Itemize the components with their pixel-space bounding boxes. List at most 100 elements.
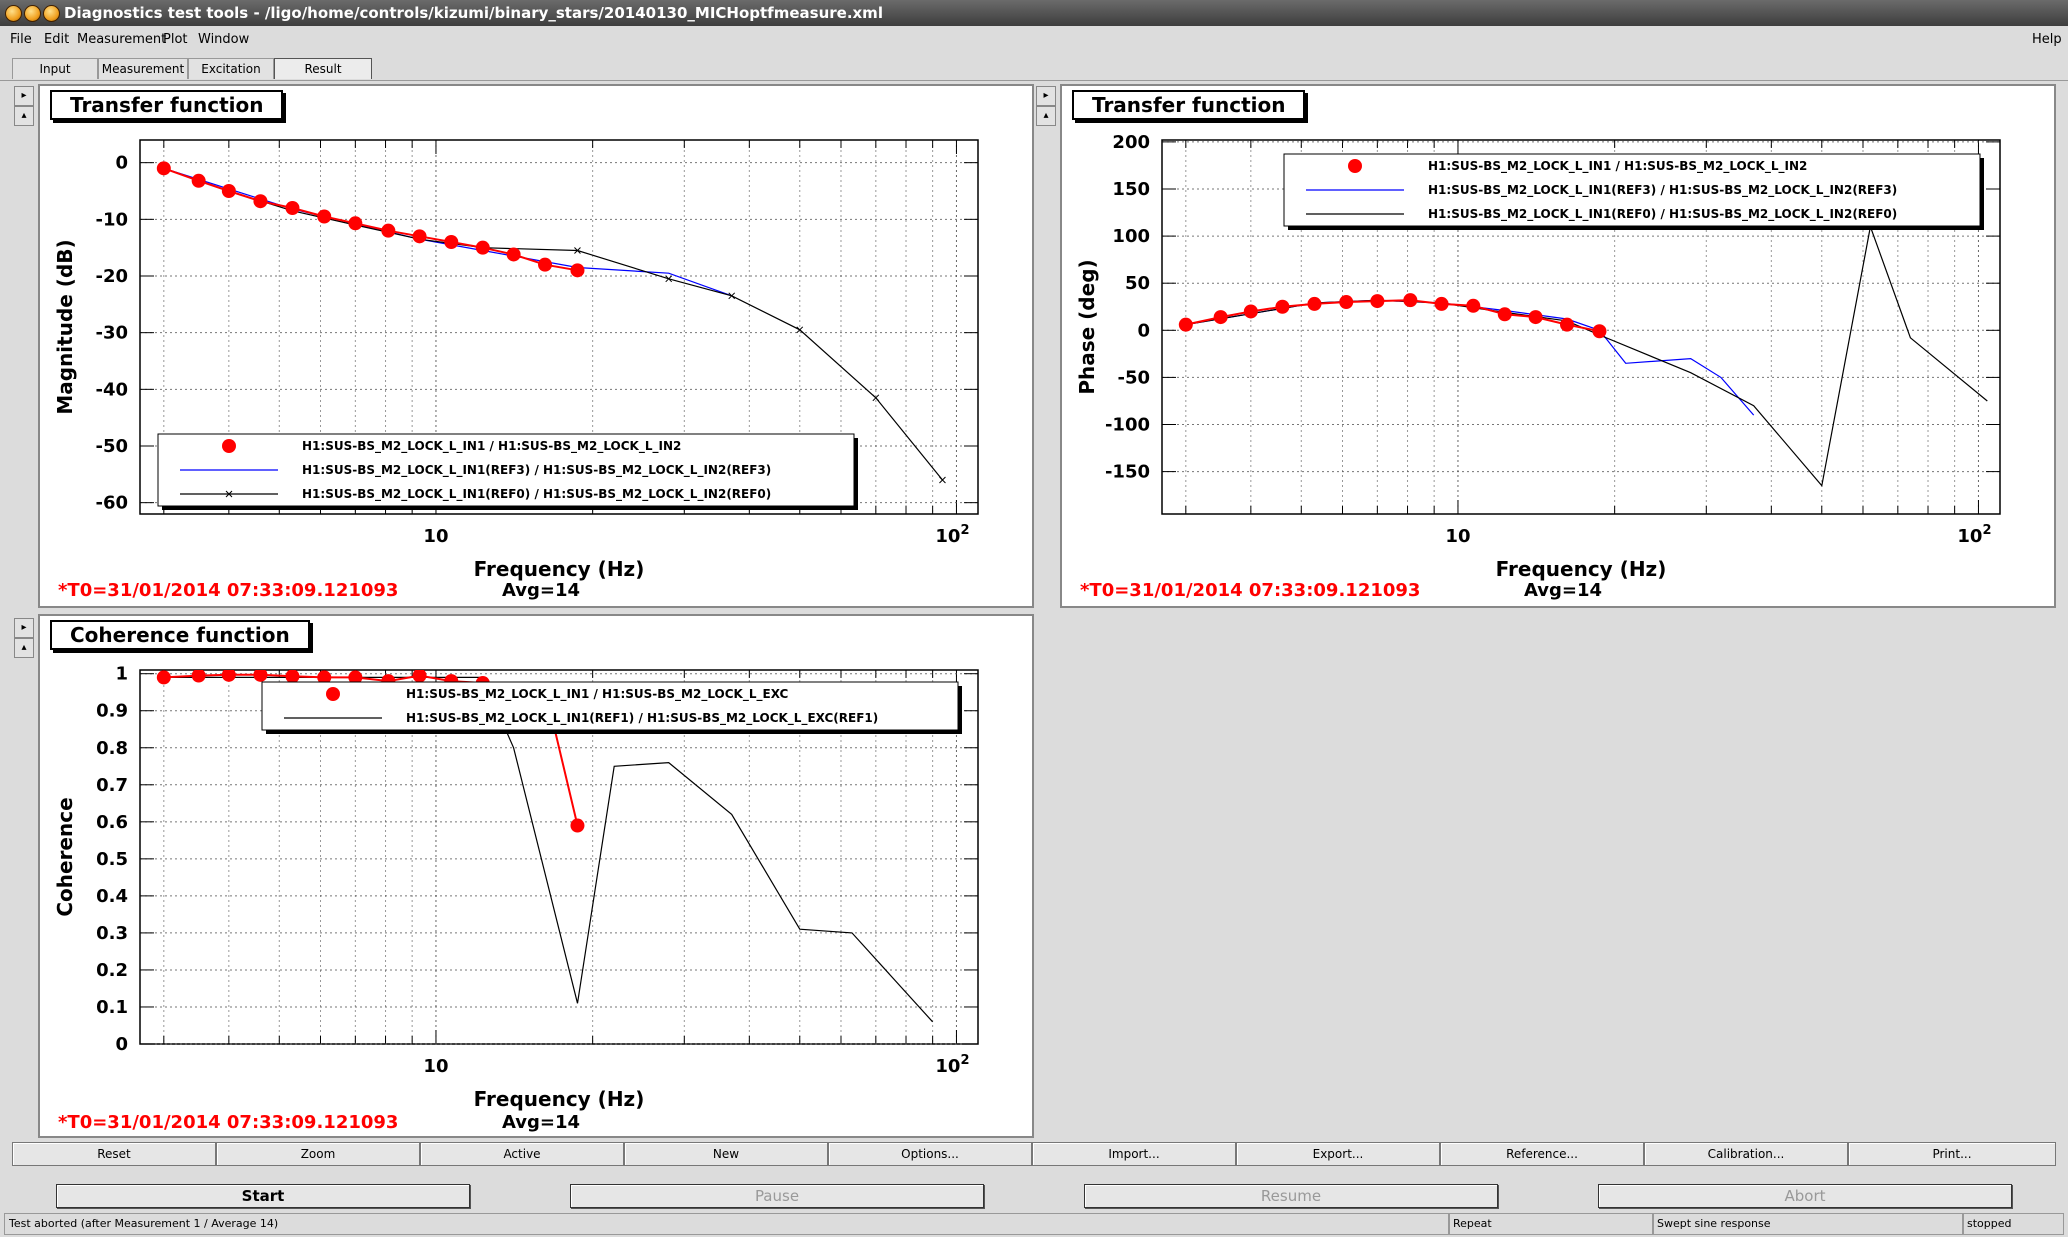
- data-point: [348, 670, 363, 685]
- legend-symbol-dot: [1348, 159, 1362, 173]
- data-marker-x: [574, 247, 581, 254]
- y-tick-label: 0: [115, 153, 128, 174]
- calibration-button[interactable]: Calibration...: [1644, 1142, 1848, 1166]
- data-point: [1592, 324, 1607, 339]
- zoom-button[interactable]: Zoom: [216, 1142, 420, 1166]
- data-marker-x: [728, 292, 736, 300]
- tab-measurement[interactable]: Measurement: [98, 58, 188, 79]
- data-point: [253, 194, 268, 209]
- active-button[interactable]: Active: [420, 1142, 624, 1166]
- panel-title: Transfer function: [50, 90, 284, 120]
- data-point: [253, 670, 268, 682]
- tab-result[interactable]: Result: [274, 58, 372, 79]
- close-window-icon[interactable]: [5, 5, 22, 22]
- y-axis-label: Coherence: [53, 797, 77, 916]
- panel-1-expand-button[interactable]: ▸: [14, 86, 34, 106]
- pause-button[interactable]: Pause: [570, 1184, 984, 1208]
- y-tick-label: -30: [95, 323, 128, 344]
- data-marker-x: [872, 394, 880, 402]
- data-point: [156, 161, 171, 176]
- data-point: [156, 670, 171, 685]
- status-type: Swept sine response: [1652, 1213, 1964, 1235]
- status-mode: Repeat: [1448, 1213, 1654, 1235]
- y-tick-label: -20: [95, 266, 128, 287]
- menu-plot[interactable]: Plot: [163, 32, 188, 47]
- data-point: [1275, 299, 1290, 314]
- menu-window[interactable]: Window: [198, 32, 250, 47]
- y-tick-label: 100: [1112, 226, 1150, 247]
- options-button[interactable]: Options...: [828, 1142, 1032, 1166]
- tab-bar: Input Measurement Excitation Result: [0, 56, 2068, 81]
- panel-3-collapse-button[interactable]: ▴: [14, 638, 34, 658]
- y-axis-label: Phase (deg): [1075, 259, 1099, 394]
- series-line-reference-black: [163, 167, 943, 481]
- data-point: [1370, 294, 1385, 309]
- export-button[interactable]: Export...: [1236, 1142, 1440, 1166]
- average-count: Avg=14: [502, 1112, 581, 1133]
- x-axis-label: Frequency (Hz): [474, 1087, 645, 1111]
- t0-timestamp: *T0=31/01/2014 07:33:09.121093: [1080, 580, 1421, 601]
- panel-3-expand-button[interactable]: ▸: [14, 618, 34, 638]
- data-marker-x: [665, 275, 673, 283]
- reference-button[interactable]: Reference...: [1440, 1142, 1644, 1166]
- y-tick-label: 0.4: [96, 886, 128, 907]
- legend-label: H1:SUS-BS_M2_LOCK_L_IN1(REF0) / H1:SUS-B…: [1428, 207, 1897, 222]
- data-point: [1339, 295, 1354, 310]
- x-tick-label: 102: [935, 1053, 969, 1077]
- data-point: [1434, 296, 1449, 311]
- menu-bar: File Edit Measurement Plot Window Help: [0, 28, 2068, 52]
- plot-toolbar: Reset Zoom Active New Options... Import.…: [12, 1142, 2058, 1166]
- menu-measurement[interactable]: Measurement: [77, 32, 167, 47]
- import-button[interactable]: Import...: [1032, 1142, 1236, 1166]
- series-group: [1178, 224, 1988, 488]
- panel-1-collapse-button[interactable]: ▴: [14, 106, 34, 126]
- tab-excitation[interactable]: Excitation: [188, 58, 274, 79]
- menu-edit[interactable]: Edit: [44, 32, 70, 47]
- abort-button[interactable]: Abort: [1598, 1184, 2012, 1208]
- panel-title: Coherence function: [50, 620, 310, 650]
- y-tick-label: 0.7: [96, 775, 128, 796]
- data-point: [506, 247, 521, 262]
- coherence-plot-panel[interactable]: 1 0.9 0.8 0.7 0.6 0.5 0.4 0.3 0.2 0.1 0 10 102 Freque…: [38, 614, 1034, 1138]
- menu-help[interactable]: Help: [2032, 32, 2062, 47]
- y-tick-label: 0.9: [96, 701, 128, 722]
- maximize-window-icon[interactable]: [43, 5, 60, 22]
- legend-symbol-dot: [326, 687, 340, 701]
- y-tick-label: 0.1: [96, 997, 128, 1018]
- resume-button[interactable]: Resume: [1084, 1184, 1498, 1208]
- legend-symbol-marker: [225, 490, 233, 498]
- magnitude-plot[interactable]: 0 -10 -20 -30 -40 -50 -60 10 102 Frequency (Hz) Ma…: [40, 86, 1032, 606]
- data-point: [412, 670, 427, 683]
- print-button[interactable]: Print...: [1848, 1142, 2056, 1166]
- phase-plot-panel[interactable]: 200 150 100 50 0 -50 -100 -150 10 102 Frequency (H…: [1060, 84, 2056, 608]
- x-tick-label: 102: [1957, 523, 1991, 547]
- series-group: [156, 161, 946, 484]
- coherence-plot[interactable]: 1 0.9 0.8 0.7 0.6 0.5 0.4 0.3 0.2 0.1 0 10 102 Freque…: [40, 616, 1032, 1136]
- y-tick-label: 0.8: [96, 738, 128, 759]
- status-message: Test aborted (after Measurement 1 / Aver…: [4, 1213, 1450, 1235]
- legend-label: H1:SUS-BS_M2_LOCK_L_IN1 / H1:SUS-BS_M2_L…: [406, 687, 789, 702]
- t0-timestamp: *T0=31/01/2014 07:33:09.121093: [58, 1112, 399, 1133]
- tab-input[interactable]: Input: [12, 58, 98, 79]
- y-axis-label: Magnitude (dB): [53, 239, 77, 414]
- t0-timestamp: *T0=31/01/2014 07:33:09.121093: [58, 580, 399, 601]
- legend-label: H1:SUS-BS_M2_LOCK_L_IN1 / H1:SUS-BS_M2_L…: [302, 439, 681, 454]
- x-tick-label: 10: [423, 526, 448, 547]
- new-button[interactable]: New: [624, 1142, 828, 1166]
- x-axis-label: Frequency (Hz): [1496, 557, 1667, 581]
- x-tick-label: 10: [423, 1056, 448, 1077]
- minimize-window-icon[interactable]: [24, 5, 41, 22]
- legend-label: H1:SUS-BS_M2_LOCK_L_IN1(REF3) / H1:SUS-B…: [1428, 183, 1897, 198]
- panel-2-collapse-button[interactable]: ▴: [1036, 106, 1056, 126]
- y-tick-label: -40: [95, 379, 128, 400]
- magnitude-plot-panel[interactable]: 0 -10 -20 -30 -40 -50 -60 10 102 Frequency (Hz) Ma…: [38, 84, 1034, 608]
- start-button[interactable]: Start: [56, 1184, 470, 1208]
- reset-button[interactable]: Reset: [12, 1142, 216, 1166]
- menu-file[interactable]: File: [10, 32, 32, 47]
- data-point: [221, 670, 236, 682]
- y-tick-label: 200: [1112, 132, 1150, 153]
- phase-plot[interactable]: 200 150 100 50 0 -50 -100 -150 10 102 Frequency (H…: [1062, 86, 2054, 606]
- data-point: [1243, 304, 1258, 319]
- data-point: [285, 201, 300, 215]
- panel-2-expand-button[interactable]: ▸: [1036, 86, 1056, 106]
